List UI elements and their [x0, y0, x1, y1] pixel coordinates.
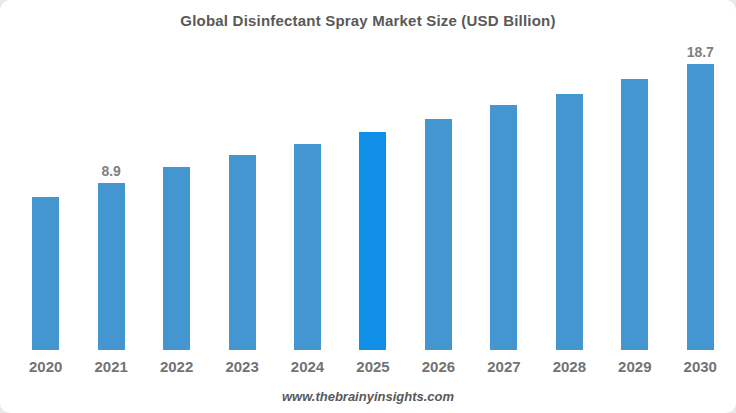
x-tick-2021: 2021 — [78, 358, 143, 375]
bar-column-2021: 8.9 — [78, 40, 143, 350]
source-watermark: www.thebrainyinsights.com — [0, 389, 736, 404]
x-tick-2025: 2025 — [340, 358, 405, 375]
bar-2030 — [687, 64, 714, 350]
bar-column-2028 — [537, 40, 602, 350]
x-tick-2028: 2028 — [537, 358, 602, 375]
plot-area: 8.9 18.7 — [13, 40, 733, 350]
bar-column-2029 — [602, 40, 667, 350]
bar-column-2027 — [471, 40, 536, 350]
bar-2024 — [294, 144, 321, 350]
x-tick-2024: 2024 — [275, 358, 340, 375]
x-tick-2022: 2022 — [144, 358, 209, 375]
bar-2029 — [621, 79, 648, 350]
bar-column-2022 — [144, 40, 209, 350]
bar-2021 — [98, 183, 125, 350]
bar-column-2030: 18.7 — [668, 40, 733, 350]
bar-2020 — [32, 197, 59, 350]
chart-card: Global Disinfectant Spray Market Size (U… — [0, 0, 736, 413]
x-tick-2023: 2023 — [209, 358, 274, 375]
x-tick-2027: 2027 — [471, 358, 536, 375]
bar-2022 — [163, 167, 190, 350]
x-axis-labels: 2020202120222023202420252026202720282029… — [13, 358, 733, 375]
data-label-2021: 8.9 — [101, 163, 120, 179]
bar-2025 — [359, 132, 386, 350]
x-tick-2029: 2029 — [602, 358, 667, 375]
bar-column-2023 — [209, 40, 274, 350]
bar-2023 — [229, 155, 256, 350]
bar-column-2020 — [13, 40, 78, 350]
x-tick-2020: 2020 — [13, 358, 78, 375]
bar-column-2025 — [340, 40, 405, 350]
bar-2027 — [490, 105, 517, 350]
bar-2026 — [425, 119, 452, 350]
bar-2028 — [556, 94, 583, 350]
x-tick-2030: 2030 — [668, 358, 733, 375]
chart-title: Global Disinfectant Spray Market Size (U… — [0, 12, 736, 29]
data-label-2030: 18.7 — [687, 44, 714, 60]
bar-column-2026 — [406, 40, 471, 350]
bar-column-2024 — [275, 40, 340, 350]
x-tick-2026: 2026 — [406, 358, 471, 375]
